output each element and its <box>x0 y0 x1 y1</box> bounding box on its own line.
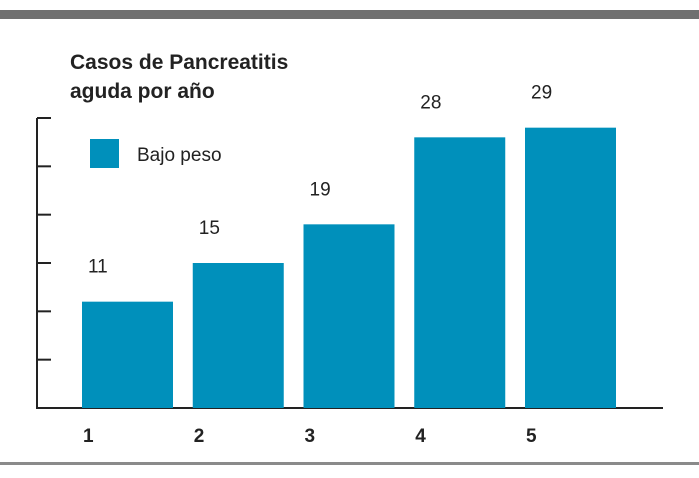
bar-1 <box>82 301 173 408</box>
x-tick-label-4: 4 <box>415 426 426 447</box>
bar-5 <box>525 127 616 409</box>
x-tick-label-5: 5 <box>526 426 537 447</box>
x-tick-label-2: 2 <box>194 426 205 447</box>
bottom-rule <box>0 462 699 465</box>
x-tick-label-1: 1 <box>83 426 94 447</box>
x-tick-label-3: 3 <box>305 426 316 447</box>
bar-value-label-2: 15 <box>199 218 220 239</box>
legend: Bajo peso <box>90 139 222 168</box>
chart-title-line-1: Casos de Pancreatitis <box>70 51 288 74</box>
legend-label: Bajo peso <box>137 145 222 166</box>
bar-2 <box>192 263 284 408</box>
bar-value-label-4: 28 <box>420 92 441 113</box>
bar-4 <box>414 137 506 409</box>
chart-title-line-2: aguda por año <box>70 80 215 103</box>
bar-value-label-5: 29 <box>531 83 552 104</box>
x-tick-labels: 1 2 3 4 5 <box>83 426 537 447</box>
bar-3 <box>303 224 395 408</box>
bar-value-label-1: 11 <box>88 257 108 278</box>
top-rule <box>0 10 699 19</box>
bar-value-label-3: 19 <box>310 179 331 200</box>
bars <box>82 127 616 409</box>
bar-value-labels: 11 15 19 28 29 <box>88 83 552 278</box>
legend-swatch <box>90 139 119 168</box>
